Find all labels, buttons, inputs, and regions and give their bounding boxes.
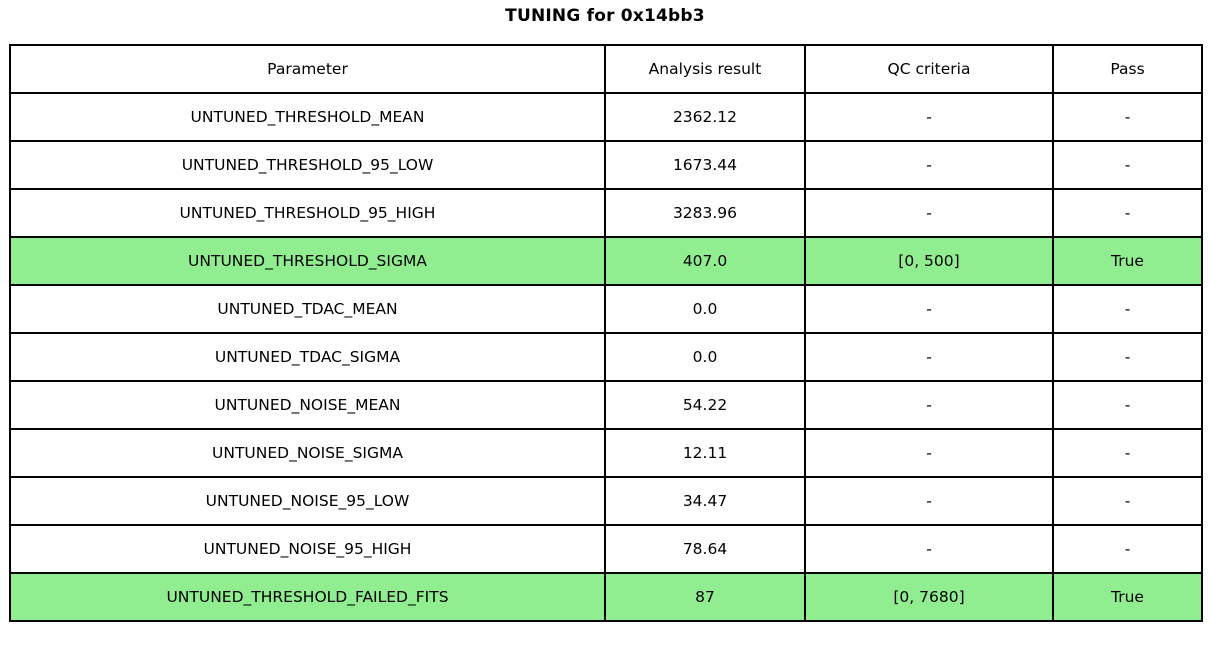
- page-title: TUNING for 0x14bb3: [505, 6, 705, 26]
- cell-analysis-result: 34.47: [604, 476, 806, 526]
- cell-pass: -: [1052, 524, 1203, 574]
- cell-pass: -: [1052, 428, 1203, 478]
- cell-qc-criteria: [0, 500]: [804, 236, 1054, 286]
- table-row: UNTUNED_TDAC_MEAN 0.0 - -: [9, 284, 1203, 334]
- cell-parameter: UNTUNED_THRESHOLD_FAILED_FITS: [9, 572, 606, 622]
- cell-analysis-result: 1673.44: [604, 140, 806, 190]
- header-cell-pass: Pass: [1052, 44, 1203, 94]
- cell-pass: -: [1052, 284, 1203, 334]
- table-row: UNTUNED_NOISE_MEAN 54.22 - -: [9, 380, 1203, 430]
- cell-parameter: UNTUNED_NOISE_SIGMA: [9, 428, 606, 478]
- cell-pass: True: [1052, 572, 1203, 622]
- cell-pass: True: [1052, 236, 1203, 286]
- cell-qc-criteria: -: [804, 380, 1054, 430]
- cell-qc-criteria: -: [804, 188, 1054, 238]
- cell-qc-criteria: -: [804, 524, 1054, 574]
- table-row: UNTUNED_NOISE_SIGMA 12.11 - -: [9, 428, 1203, 478]
- cell-pass: -: [1052, 380, 1203, 430]
- cell-parameter: UNTUNED_THRESHOLD_SIGMA: [9, 236, 606, 286]
- qc-results-table: Parameter Analysis result QC criteria Pa…: [9, 44, 1203, 622]
- cell-parameter: UNTUNED_NOISE_95_HIGH: [9, 524, 606, 574]
- cell-analysis-result: 78.64: [604, 524, 806, 574]
- header-cell-parameter: Parameter: [9, 44, 606, 94]
- cell-qc-criteria: -: [804, 284, 1054, 334]
- table-row: UNTUNED_THRESHOLD_MEAN 2362.12 - -: [9, 92, 1203, 142]
- cell-parameter: UNTUNED_NOISE_MEAN: [9, 380, 606, 430]
- table-row: UNTUNED_TDAC_SIGMA 0.0 - -: [9, 332, 1203, 382]
- cell-analysis-result: 87: [604, 572, 806, 622]
- cell-qc-criteria: -: [804, 92, 1054, 142]
- cell-analysis-result: 0.0: [604, 332, 806, 382]
- table-row: UNTUNED_NOISE_95_LOW 34.47 - -: [9, 476, 1203, 526]
- cell-parameter: UNTUNED_NOISE_95_LOW: [9, 476, 606, 526]
- table-row: UNTUNED_THRESHOLD_95_HIGH 3283.96 - -: [9, 188, 1203, 238]
- header-cell-qc-criteria: QC criteria: [804, 44, 1054, 94]
- cell-analysis-result: 407.0: [604, 236, 806, 286]
- cell-parameter: UNTUNED_TDAC_MEAN: [9, 284, 606, 334]
- cell-parameter: UNTUNED_THRESHOLD_95_LOW: [9, 140, 606, 190]
- cell-qc-criteria: -: [804, 428, 1054, 478]
- cell-parameter: UNTUNED_THRESHOLD_95_HIGH: [9, 188, 606, 238]
- header-cell-analysis-result: Analysis result: [604, 44, 806, 94]
- cell-analysis-result: 12.11: [604, 428, 806, 478]
- table-row: UNTUNED_THRESHOLD_95_LOW 1673.44 - -: [9, 140, 1203, 190]
- table-row-highlighted: UNTUNED_THRESHOLD_FAILED_FITS 87 [0, 768…: [9, 572, 1203, 622]
- cell-pass: -: [1052, 92, 1203, 142]
- cell-analysis-result: 2362.12: [604, 92, 806, 142]
- cell-parameter: UNTUNED_THRESHOLD_MEAN: [9, 92, 606, 142]
- cell-pass: -: [1052, 476, 1203, 526]
- cell-qc-criteria: [0, 7680]: [804, 572, 1054, 622]
- cell-qc-criteria: -: [804, 140, 1054, 190]
- cell-analysis-result: 3283.96: [604, 188, 806, 238]
- table-header-row: Parameter Analysis result QC criteria Pa…: [9, 44, 1203, 94]
- cell-pass: -: [1052, 188, 1203, 238]
- cell-analysis-result: 54.22: [604, 380, 806, 430]
- table-row: UNTUNED_NOISE_95_HIGH 78.64 - -: [9, 524, 1203, 574]
- cell-parameter: UNTUNED_TDAC_SIGMA: [9, 332, 606, 382]
- cell-qc-criteria: -: [804, 476, 1054, 526]
- cell-qc-criteria: -: [804, 332, 1054, 382]
- table-row-highlighted: UNTUNED_THRESHOLD_SIGMA 407.0 [0, 500] T…: [9, 236, 1203, 286]
- cell-pass: -: [1052, 332, 1203, 382]
- cell-analysis-result: 0.0: [604, 284, 806, 334]
- cell-pass: -: [1052, 140, 1203, 190]
